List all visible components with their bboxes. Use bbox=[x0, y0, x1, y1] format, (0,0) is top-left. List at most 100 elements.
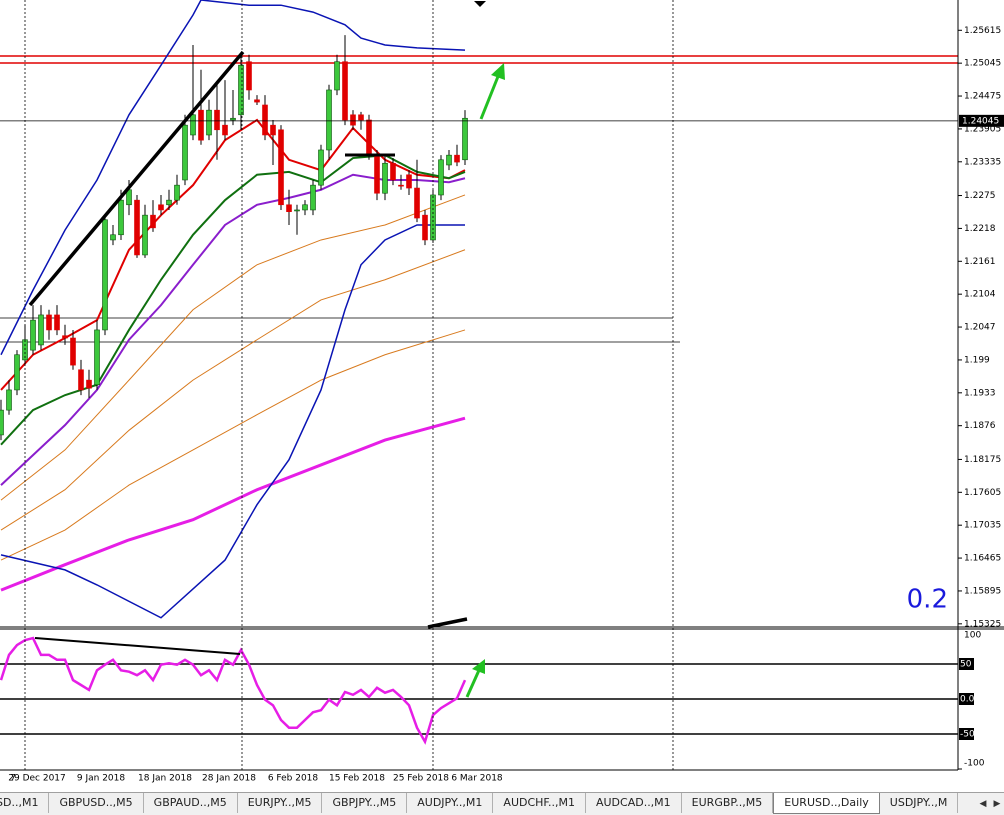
candle-body bbox=[294, 209, 300, 212]
candle-body bbox=[350, 114, 356, 126]
tab-bar: USD..,M1GBPUSD..,M5GBPAUD..,M5EURJPY..,M… bbox=[0, 792, 1004, 815]
candle-body bbox=[6, 389, 12, 411]
chart-tab[interactable]: GBPAUD..,M5 bbox=[144, 793, 238, 813]
candle-body bbox=[230, 117, 236, 121]
chart-tab[interactable]: AUDCHF..,M1 bbox=[493, 793, 586, 813]
candle-body bbox=[78, 369, 84, 391]
candle-body bbox=[70, 337, 76, 366]
scroll-left[interactable]: ◀ bbox=[979, 798, 987, 809]
candle-body bbox=[118, 199, 124, 236]
y-tick-label: 1.25045 bbox=[964, 59, 1001, 69]
y-tick-label: 50 bbox=[960, 660, 972, 670]
indicator-line bbox=[0, 249, 466, 531]
candle-body bbox=[326, 89, 332, 151]
candle-body bbox=[398, 184, 404, 187]
candle-body bbox=[14, 354, 20, 391]
candle-body bbox=[438, 159, 444, 196]
candle-body bbox=[286, 204, 292, 212]
y-tick-label: 1.15325 bbox=[964, 619, 1001, 629]
candle-body bbox=[166, 199, 172, 206]
y-tick-label: 1.199 bbox=[964, 355, 990, 365]
candle-body bbox=[422, 214, 428, 241]
candle-body bbox=[414, 187, 420, 219]
chart-tab[interactable]: USD..,M1 bbox=[0, 793, 50, 813]
level-label-box bbox=[959, 658, 974, 670]
x-tick-label: 28 Jan 2018 bbox=[202, 774, 256, 784]
indicator-line bbox=[0, 224, 465, 619]
candle-body bbox=[134, 199, 140, 256]
chart-tab[interactable]: EURUSD..,Daily bbox=[773, 793, 880, 814]
candle-body bbox=[206, 109, 212, 136]
y-tick-label: 1.2161 bbox=[964, 257, 996, 267]
chart-tab[interactable]: EURJPY..,M5 bbox=[238, 793, 323, 813]
y-tick-label: 100 bbox=[964, 631, 981, 641]
y-tick-label: -50 bbox=[960, 730, 975, 740]
candle-body bbox=[30, 319, 36, 351]
indicator-line bbox=[0, 154, 466, 446]
candle-body bbox=[318, 149, 324, 186]
candle-body bbox=[310, 184, 316, 211]
y-tick-label: 1.15895 bbox=[964, 586, 1001, 596]
x-tick-label: 6 Mar 2018 bbox=[451, 774, 503, 784]
x-tick-label: 18 Jan 2018 bbox=[138, 774, 192, 784]
price-panel bbox=[0, 0, 958, 619]
x-tick-label: 25 Feb 2018 bbox=[393, 774, 449, 784]
y-tick-label: 1.23905 bbox=[964, 124, 1001, 134]
y-tick-label: 1.1933 bbox=[964, 388, 996, 398]
candle-body bbox=[246, 61, 252, 91]
candle-body bbox=[182, 124, 188, 181]
y-tick-label: 1.16465 bbox=[964, 554, 1001, 564]
candle-body bbox=[110, 234, 116, 241]
candle-body bbox=[238, 64, 244, 116]
y-tick-label: 1.23335 bbox=[964, 157, 1001, 167]
oscillator-panel bbox=[0, 636, 958, 745]
candle-body bbox=[102, 219, 108, 331]
indicator-line bbox=[0, 329, 466, 561]
candle-body bbox=[86, 379, 92, 389]
current-price-box bbox=[959, 114, 1004, 127]
candle-body bbox=[190, 114, 196, 136]
x-tick-label: 9 Jan 2018 bbox=[77, 774, 125, 784]
arrow-head bbox=[472, 659, 485, 674]
candle-body bbox=[54, 314, 60, 331]
candle-body bbox=[390, 162, 396, 181]
chart-tab[interactable]: AUDCAD..,M1 bbox=[586, 793, 682, 813]
scroll-right[interactable]: ▶ bbox=[993, 798, 1001, 809]
chart-tab[interactable]: GBPUSD..,M5 bbox=[49, 793, 144, 813]
y-tick-label: 0.00 bbox=[960, 695, 980, 705]
y-tick-label: -100 bbox=[964, 759, 985, 769]
chart-tab[interactable]: USDJPY..,M bbox=[880, 793, 959, 813]
chart: 0.2 1.25615 1.25045 1.24475 1.23905 1.23335 1… bbox=[0, 0, 1004, 784]
indicator-line bbox=[0, 118, 466, 391]
indicator-line bbox=[0, 0, 466, 356]
y-tick-label: 1.17035 bbox=[964, 521, 1001, 531]
candle-body bbox=[342, 61, 348, 121]
candle-body bbox=[174, 184, 180, 201]
trend-line bbox=[34, 637, 241, 655]
candle-body bbox=[358, 114, 364, 121]
trend-line bbox=[427, 617, 468, 629]
marker bbox=[474, 1, 486, 7]
candle-body bbox=[222, 124, 228, 136]
candle-body bbox=[150, 214, 156, 229]
candle-body bbox=[158, 204, 164, 211]
candle-body bbox=[462, 117, 468, 161]
annotation: 0.2 bbox=[907, 585, 948, 615]
tab-scroll[interactable]: ◀ ▶ bbox=[976, 793, 1004, 814]
y-tick-label: 1.2104 bbox=[964, 290, 996, 300]
drawings: 0.2 1.25615 1.25045 1.24475 1.23905 1.23335 1… bbox=[0, 0, 1004, 784]
chart-tab[interactable]: AUDJPY..,M1 bbox=[407, 793, 494, 813]
arrow-head bbox=[491, 63, 505, 80]
candle-body bbox=[374, 154, 380, 194]
candle-body bbox=[254, 99, 260, 103]
y-tick-label: 1.25615 bbox=[964, 26, 1001, 36]
candle-body bbox=[406, 174, 412, 189]
x-tick-label: 6 Feb 2018 bbox=[268, 774, 319, 784]
chart-tab[interactable]: GBPJPY..,M5 bbox=[322, 793, 408, 813]
candle-body bbox=[302, 204, 308, 211]
candle-body bbox=[62, 335, 68, 339]
chart-tab[interactable]: EURGBP..,M5 bbox=[682, 793, 774, 813]
arrow bbox=[465, 667, 482, 698]
candle-body bbox=[38, 314, 44, 346]
